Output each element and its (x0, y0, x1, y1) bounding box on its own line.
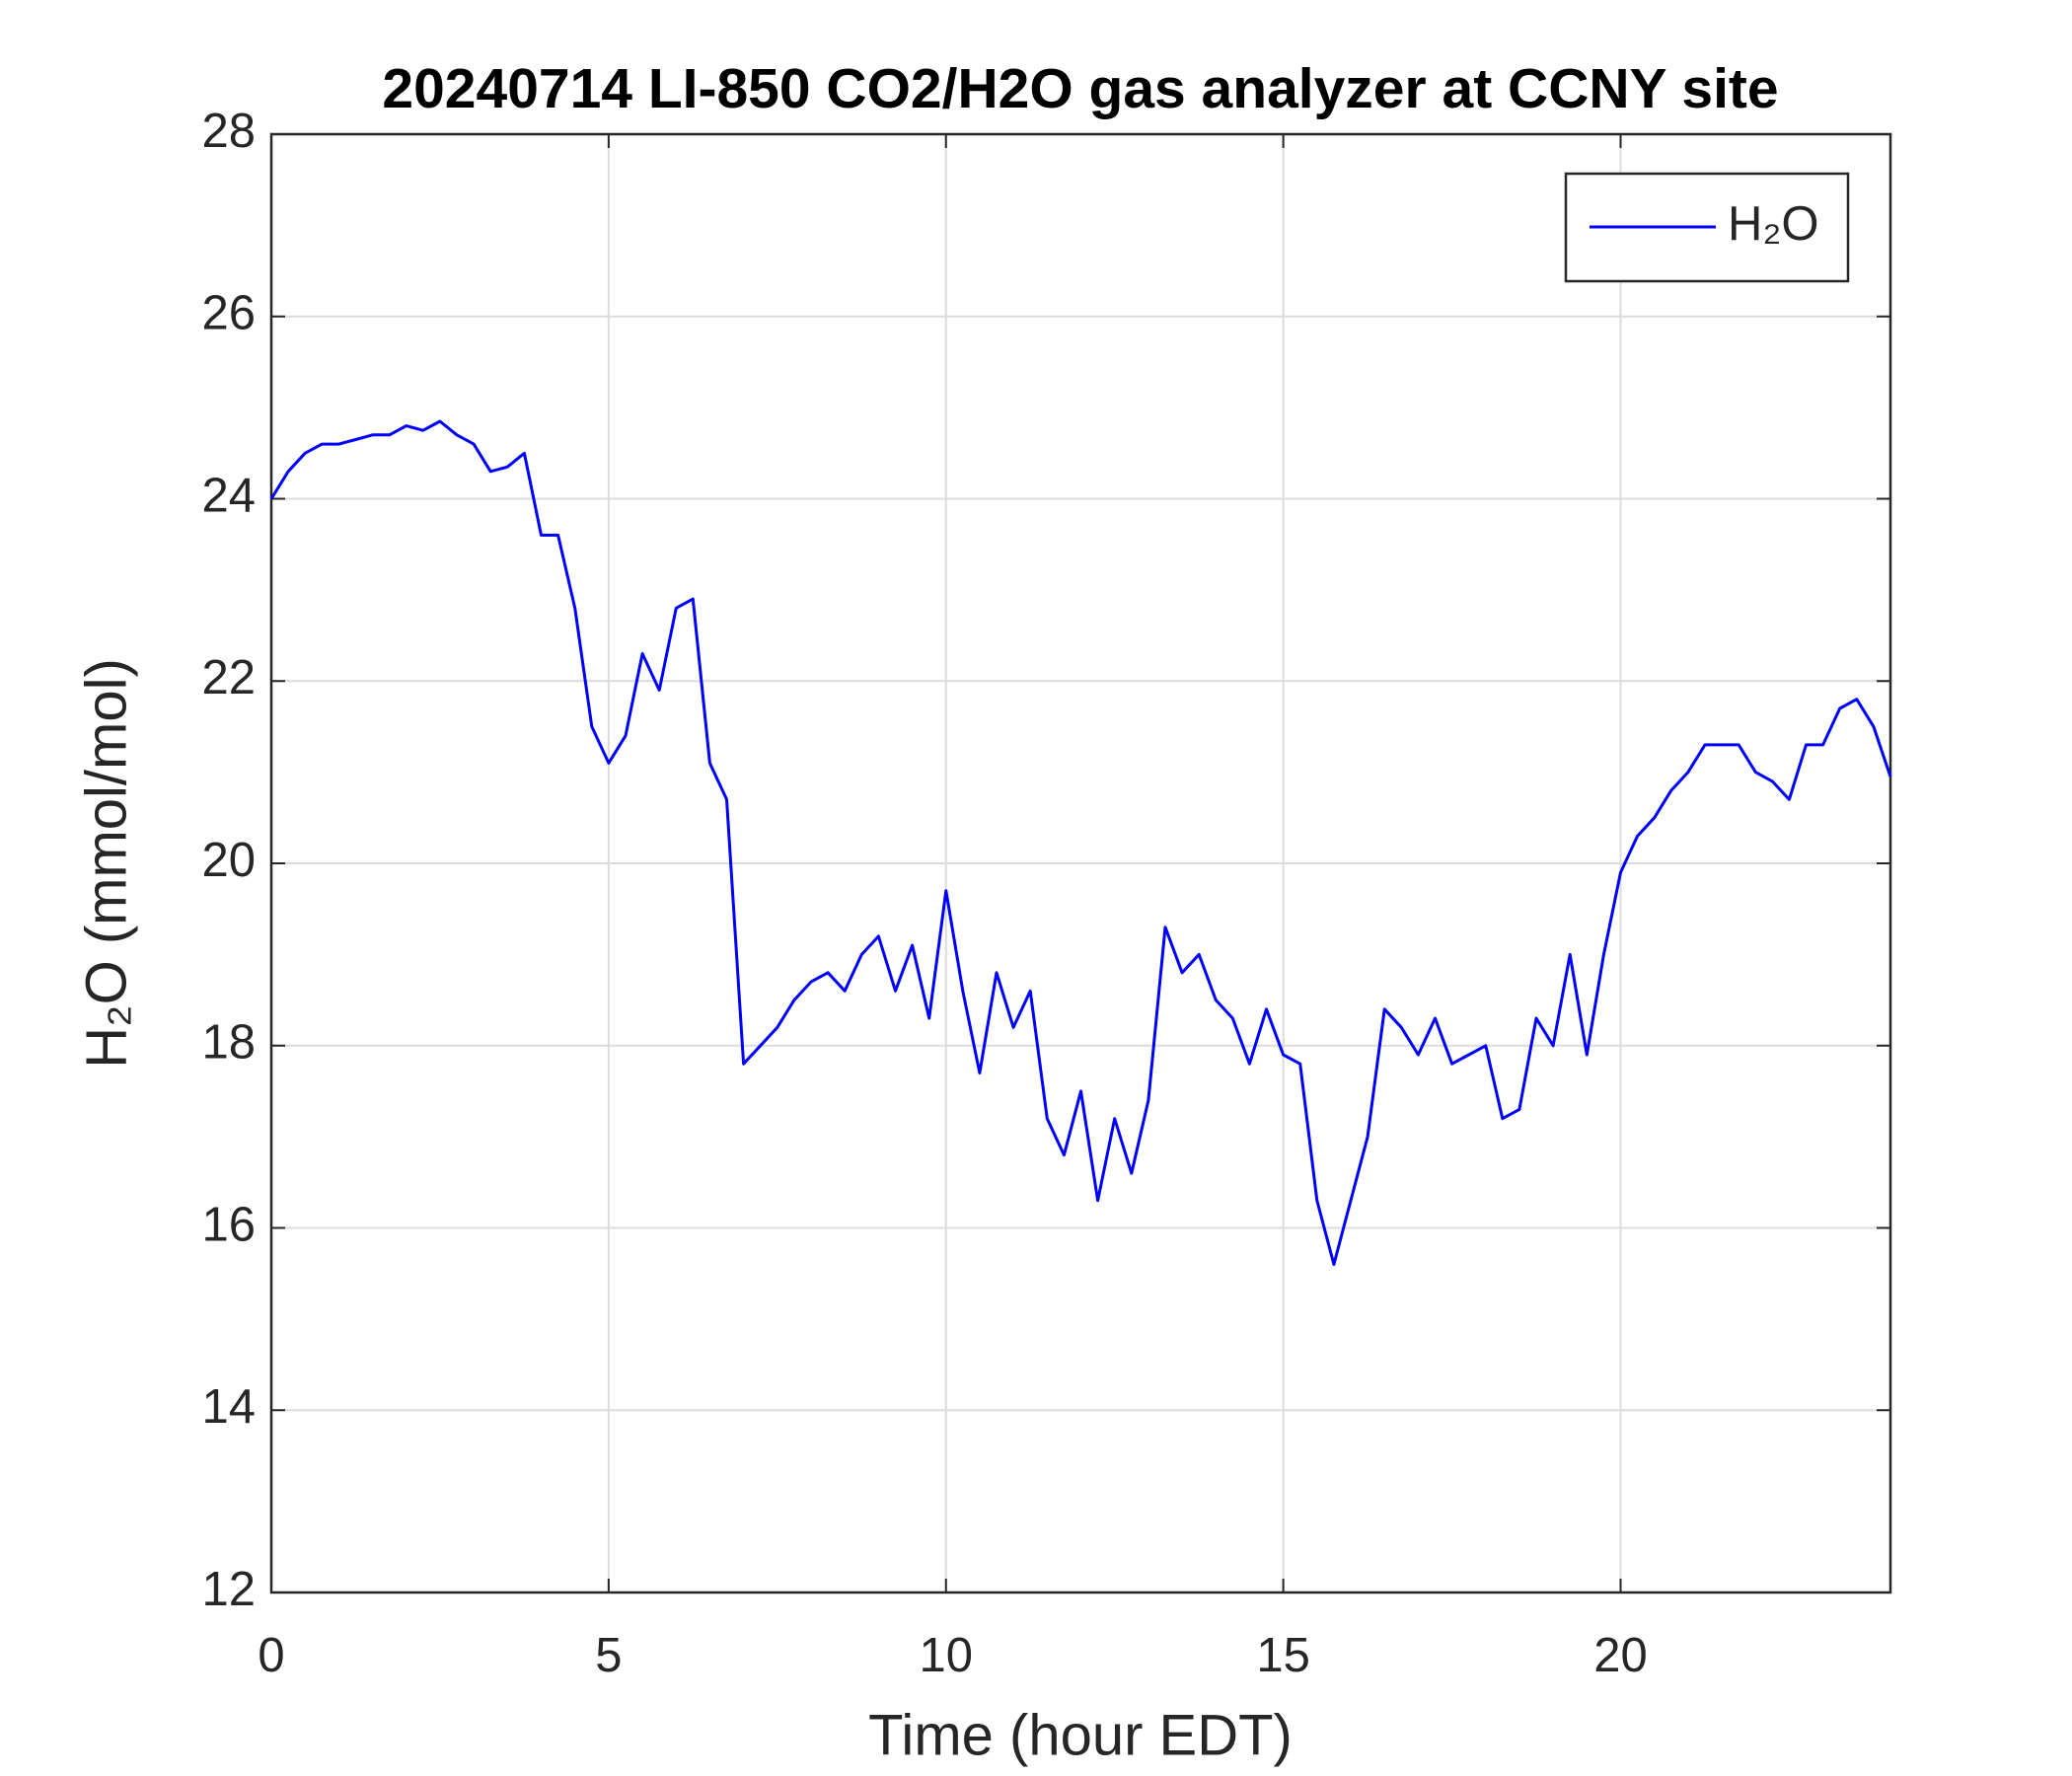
x-axis-label: Time (hour EDT) (868, 1703, 1293, 1767)
y-tick-label: 12 (201, 1563, 256, 1616)
x-tick-label: 10 (919, 1629, 973, 1682)
x-tick-label: 20 (1593, 1629, 1648, 1682)
legend-label: H₂O (1728, 197, 1819, 251)
y-tick-label: 18 (201, 1016, 256, 1070)
x-tick-label: 0 (258, 1629, 284, 1682)
y-tick-label: 26 (201, 287, 256, 340)
plot-frame (269, 132, 1892, 1594)
y-tick-label: 20 (201, 834, 256, 887)
y-tick-label: 14 (201, 1380, 256, 1434)
x-tick-label: 5 (595, 1629, 622, 1682)
x-tick-label: 15 (1256, 1629, 1310, 1682)
data-line (269, 419, 1892, 1266)
y-tick-label: 28 (201, 105, 256, 158)
y-tick-label: 24 (201, 469, 256, 522)
y-axis-label: H₂O (mmol/mol) (74, 658, 138, 1069)
y-tick-label: 16 (201, 1198, 256, 1251)
chart-title: 20240714 LI-850 CO2/H2O gas analyzer at … (382, 57, 1778, 120)
y-tick-label: 22 (201, 651, 256, 704)
